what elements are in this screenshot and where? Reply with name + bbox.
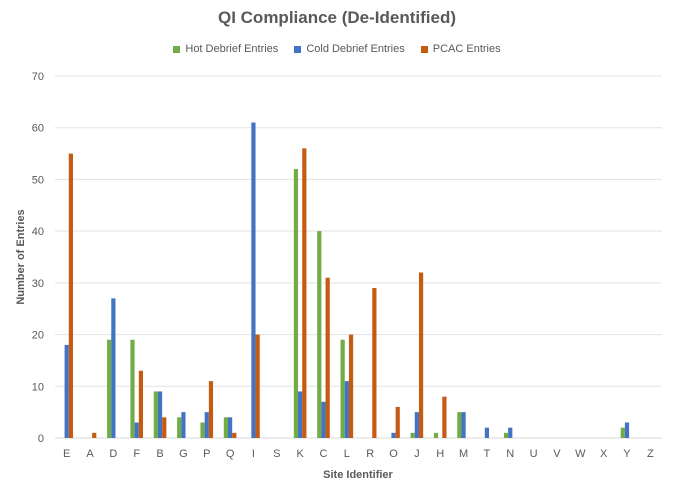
- bar: [325, 277, 330, 438]
- bar: [134, 422, 139, 438]
- bar: [92, 432, 97, 438]
- x-tick-label: E: [63, 448, 70, 460]
- bar: [508, 427, 513, 438]
- bar: [414, 412, 419, 438]
- bar: [204, 412, 209, 438]
- x-tick-label: A: [86, 448, 94, 460]
- bar: [624, 422, 630, 438]
- bar: [107, 339, 112, 438]
- x-tick-label: C: [320, 448, 328, 460]
- bar: [457, 412, 462, 438]
- bar: [317, 231, 322, 438]
- legend-label-pcac: PCAC Entries: [432, 43, 501, 55]
- legend-swatch-hot-debrief: [173, 45, 181, 53]
- x-tick-label: S: [273, 448, 280, 460]
- y-tick-label: 20: [32, 330, 44, 342]
- bar: [64, 344, 69, 438]
- legend-item-cold-debrief: Cold Debrief Entries: [294, 43, 405, 55]
- x-tick-label: T: [484, 448, 491, 460]
- bar: [484, 427, 489, 438]
- x-tick-label: B: [156, 448, 163, 460]
- bar: [208, 381, 214, 438]
- bar: [340, 339, 345, 438]
- x-tick-label: L: [344, 448, 350, 460]
- bar: [130, 339, 135, 438]
- x-tick-label: Y: [623, 448, 631, 460]
- x-tick-label: N: [506, 448, 514, 460]
- bar: [177, 417, 182, 438]
- x-tick-label: O: [389, 448, 398, 460]
- bar: [344, 381, 349, 438]
- bar: [111, 298, 116, 438]
- bar: [442, 396, 447, 438]
- bar: [410, 432, 415, 438]
- bar: [433, 432, 439, 438]
- y-tick-label: 40: [32, 226, 44, 238]
- x-tick-label: K: [296, 448, 304, 460]
- bar: [348, 334, 354, 438]
- legend-label-cold-debrief: Cold Debrief Entries: [306, 43, 405, 55]
- bar: [181, 412, 186, 438]
- x-tick-label: Z: [647, 448, 654, 460]
- x-tick-label: G: [179, 448, 188, 460]
- bar: [293, 169, 299, 438]
- x-tick-label: V: [553, 448, 561, 460]
- x-tick-label: H: [436, 448, 444, 460]
- bar: [153, 391, 158, 438]
- bars: [64, 122, 630, 438]
- legend-label-hot-debrief: Hot Debrief Entries: [185, 43, 279, 55]
- y-tick-label: 30: [32, 278, 44, 290]
- y-tick-label: 0: [38, 433, 44, 445]
- legend-item-hot-debrief: Hot Debrief Entries: [173, 43, 278, 55]
- y-tick-label: 70: [32, 71, 44, 83]
- x-tick-label: R: [366, 448, 374, 460]
- legend-swatch-cold-debrief: [294, 45, 302, 53]
- x-tick-label: F: [133, 448, 140, 460]
- bar: [395, 406, 400, 438]
- bar: [372, 288, 377, 438]
- x-tick-label: P: [203, 448, 210, 460]
- chart-title: QI Compliance (De-Identified): [217, 8, 457, 27]
- bar: [255, 334, 260, 438]
- x-tick-label: M: [459, 448, 468, 460]
- bar: [620, 427, 625, 438]
- bar: [298, 391, 303, 438]
- bar: [391, 432, 396, 438]
- y-tick-label: 50: [32, 174, 44, 186]
- bar: [302, 148, 307, 438]
- bar: [162, 417, 167, 438]
- x-tick-label: U: [530, 448, 538, 460]
- y-axis-title: Number of Entries: [15, 209, 27, 304]
- bar: [228, 417, 233, 438]
- y-tick-label: 10: [32, 381, 44, 393]
- x-tick-label: X: [600, 448, 608, 460]
- gridlines: [55, 75, 662, 439]
- legend: Hot Debrief Entries Cold Debrief Entries…: [0, 43, 674, 55]
- bar: [138, 370, 144, 438]
- x-tick-label: W: [575, 448, 586, 460]
- x-tick-label: Q: [226, 448, 235, 460]
- bar: [223, 417, 228, 438]
- bar: [68, 153, 73, 438]
- bar: [157, 391, 163, 438]
- bar: [461, 412, 466, 438]
- x-tick-label: I: [252, 448, 255, 460]
- y-axis: 0 10 20 30 40 50 60 70: [32, 71, 44, 445]
- legend-item-pcac: PCAC Entries: [420, 43, 501, 55]
- legend-swatch-pcac: [420, 45, 428, 53]
- bar: [200, 422, 205, 438]
- bar: [503, 432, 509, 438]
- bar: [321, 401, 326, 438]
- y-tick-label: 60: [32, 123, 44, 135]
- bar: [418, 272, 424, 438]
- bar: [251, 122, 256, 438]
- bar: [232, 432, 237, 438]
- x-axis-title: Site Identifier: [323, 469, 393, 481]
- x-tick-label: J: [414, 448, 420, 460]
- x-tick-label: D: [109, 448, 117, 460]
